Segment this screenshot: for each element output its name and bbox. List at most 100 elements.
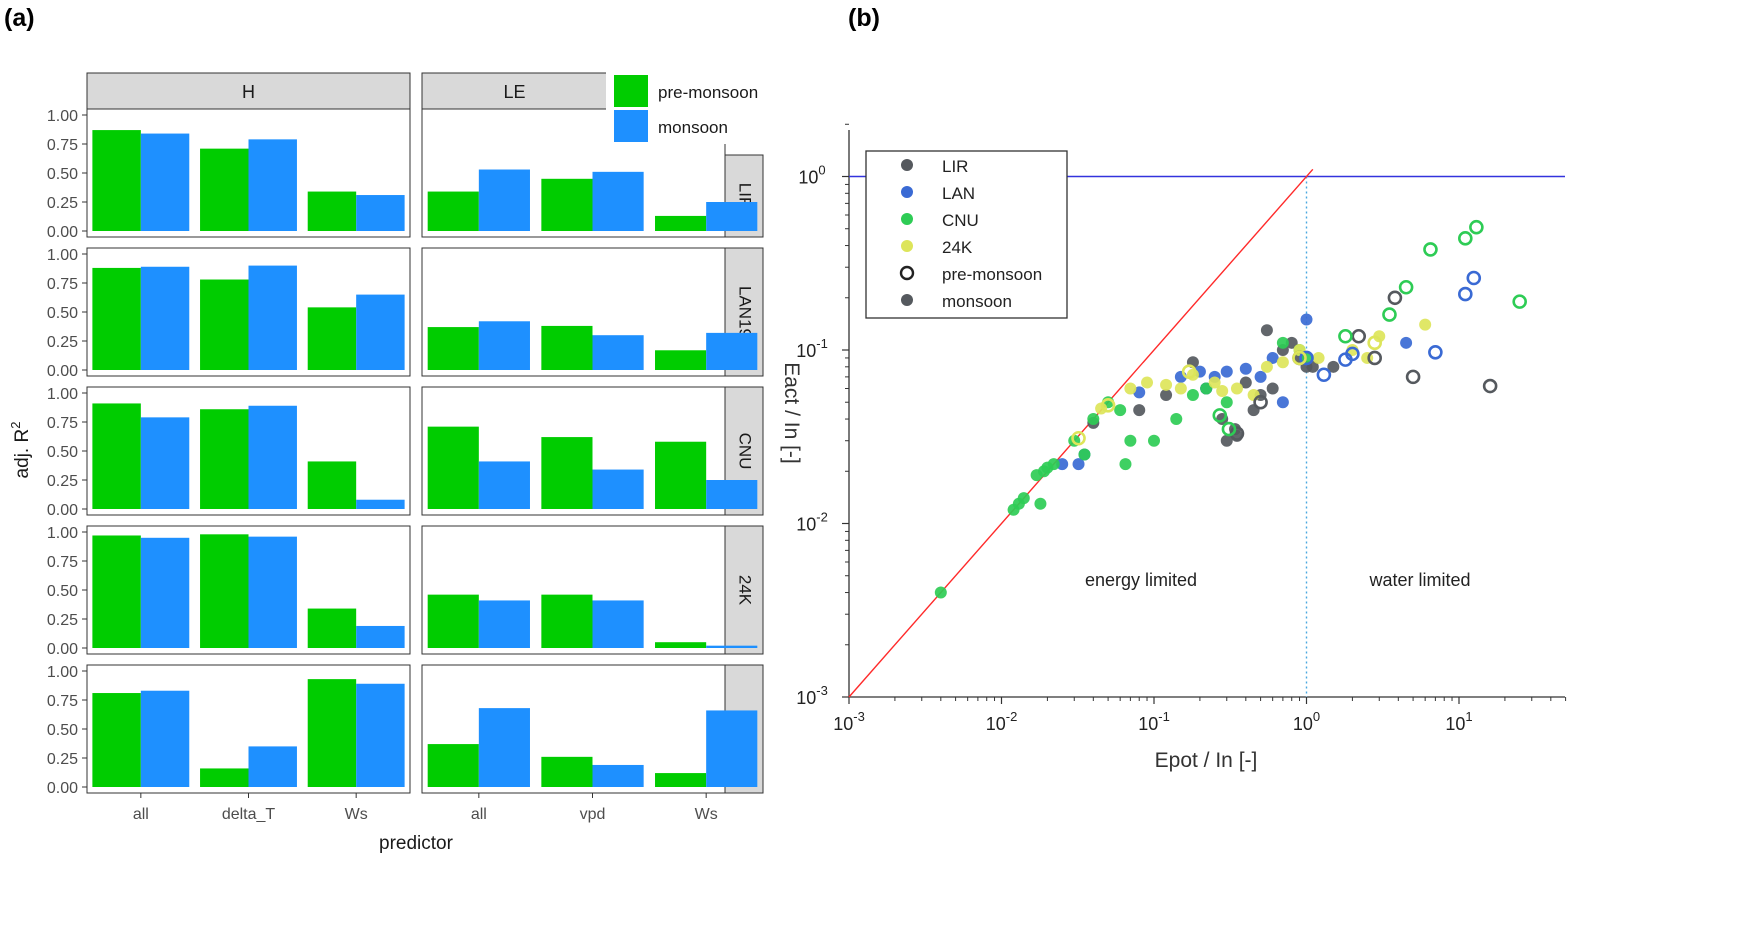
y-tick-label: 0.50	[47, 722, 78, 739]
point-lan	[1276, 396, 1289, 409]
point-pre-monsoon	[1458, 286, 1473, 302]
point-24k	[1124, 382, 1137, 395]
y-tick-label: 0.25	[47, 473, 78, 490]
point-lir	[1327, 360, 1340, 373]
bar-pre-monsoon	[200, 148, 249, 231]
x-tick-label: 10-2	[986, 709, 1018, 734]
bar-pre-monsoon	[655, 350, 707, 370]
y-tick-label: 10-2	[796, 510, 828, 535]
point-lir	[1160, 389, 1173, 402]
point-pre-monsoon	[1398, 279, 1414, 295]
y-tick-label: 0.50	[47, 583, 78, 600]
point-pre-monsoon	[1512, 294, 1527, 309]
y-tick-label: 0.75	[47, 554, 78, 571]
bar-pre-monsoon	[92, 693, 141, 787]
point-pre-monsoon	[1071, 430, 1086, 446]
y-tick-label: 0.25	[47, 751, 78, 768]
bar-monsoon	[592, 469, 644, 509]
x-tick-label: all	[133, 806, 149, 823]
point-24k	[1095, 402, 1108, 415]
panel-label-a: (a)	[4, 4, 35, 32]
legend-label: CNU	[942, 211, 979, 230]
point-lir	[1247, 404, 1260, 417]
bar-monsoon	[706, 480, 758, 509]
y-tick-label: 0.75	[47, 693, 78, 710]
x-tick-label: delta_T	[222, 806, 276, 823]
point-lan	[1266, 351, 1279, 364]
point-cnu	[1124, 434, 1137, 447]
bar-pre-monsoon	[307, 679, 357, 787]
bar-monsoon	[478, 600, 530, 648]
y-tick-label: 0.25	[47, 334, 78, 351]
point-cnu	[1186, 389, 1199, 402]
point-cnu	[1034, 497, 1047, 510]
x-tick-label: all	[471, 806, 487, 823]
bar-monsoon	[140, 690, 190, 787]
bar-monsoon	[140, 417, 190, 509]
point-cnu	[1220, 396, 1233, 409]
bar-monsoon	[478, 169, 530, 231]
bar-monsoon	[592, 600, 644, 648]
facet-strip-H	[86, 72, 411, 110]
point-lan	[1239, 362, 1252, 375]
point-pre-monsoon	[1405, 369, 1421, 385]
point-lir	[1239, 376, 1252, 389]
bar-monsoon	[356, 195, 405, 231]
x-tick-exponent: -3	[853, 709, 865, 724]
facet-strip-24K	[724, 525, 764, 655]
y-tick-label: 0.50	[47, 166, 78, 183]
point-pre-monsoon	[1345, 346, 1360, 362]
point-pre-monsoon	[1382, 307, 1397, 322]
legend-marker	[901, 240, 913, 252]
bar-pre-monsoon	[427, 327, 479, 370]
point-pre-monsoon	[1423, 242, 1438, 257]
y-tick-exponent: 0	[818, 163, 825, 178]
bar-pre-monsoon	[307, 307, 357, 370]
legend-label: monsoon	[658, 118, 728, 137]
point-pre-monsoon	[1100, 398, 1116, 413]
bar-monsoon	[592, 335, 644, 370]
point-cnu	[1087, 413, 1100, 426]
facet-strip-label: CNU	[736, 433, 755, 470]
point-cnu	[934, 586, 947, 599]
point-pre-monsoon	[1469, 219, 1484, 235]
bar-monsoon	[478, 708, 530, 787]
y-tick-label: 1.00	[47, 108, 78, 125]
facet-strip-label: 24K	[736, 575, 755, 606]
bar-pre-monsoon	[427, 426, 479, 509]
point-cnu	[1078, 448, 1091, 461]
bar-monsoon	[706, 202, 758, 231]
legend-label: monsoon	[942, 292, 1012, 311]
point-pre-monsoon	[1367, 335, 1382, 351]
bar-monsoon	[706, 645, 758, 648]
point-24k	[1276, 356, 1289, 369]
legend-swatch-pre-monsoon	[614, 75, 648, 107]
bar-monsoon	[592, 764, 644, 787]
x-tick-label: 101	[1445, 709, 1472, 734]
point-pre-monsoon	[1181, 364, 1197, 379]
bar-pre-monsoon	[655, 215, 707, 231]
legend-label: pre-monsoon	[942, 265, 1042, 284]
x-tick-label: 100	[1293, 709, 1320, 734]
y-tick-exponent: -3	[816, 683, 828, 698]
x-tick-exponent: -1	[1158, 709, 1170, 724]
bar-pre-monsoon	[92, 403, 141, 509]
point-pre-monsoon	[1212, 408, 1228, 423]
point-lir	[1220, 434, 1233, 447]
point-lir	[1266, 382, 1279, 395]
point-pre-monsoon	[1458, 231, 1473, 246]
y-tick-exponent: -1	[816, 336, 828, 351]
legend-label: LAN	[942, 184, 975, 203]
y-axis-title-superscript: 2	[8, 422, 23, 429]
y-tick-label: 10-3	[796, 683, 828, 708]
point-pre-monsoon	[1338, 328, 1353, 344]
legend-label: 24K	[942, 238, 973, 257]
y-tick-label: 0.00	[47, 363, 78, 380]
point-pre-monsoon	[1367, 350, 1382, 366]
point-lir	[1260, 324, 1273, 337]
point-24k	[1230, 382, 1243, 395]
facet-strip-label: H	[242, 82, 255, 102]
bar-pre-monsoon	[92, 535, 141, 648]
x-axis-title: predictor	[379, 833, 454, 854]
point-lir	[1285, 336, 1298, 349]
